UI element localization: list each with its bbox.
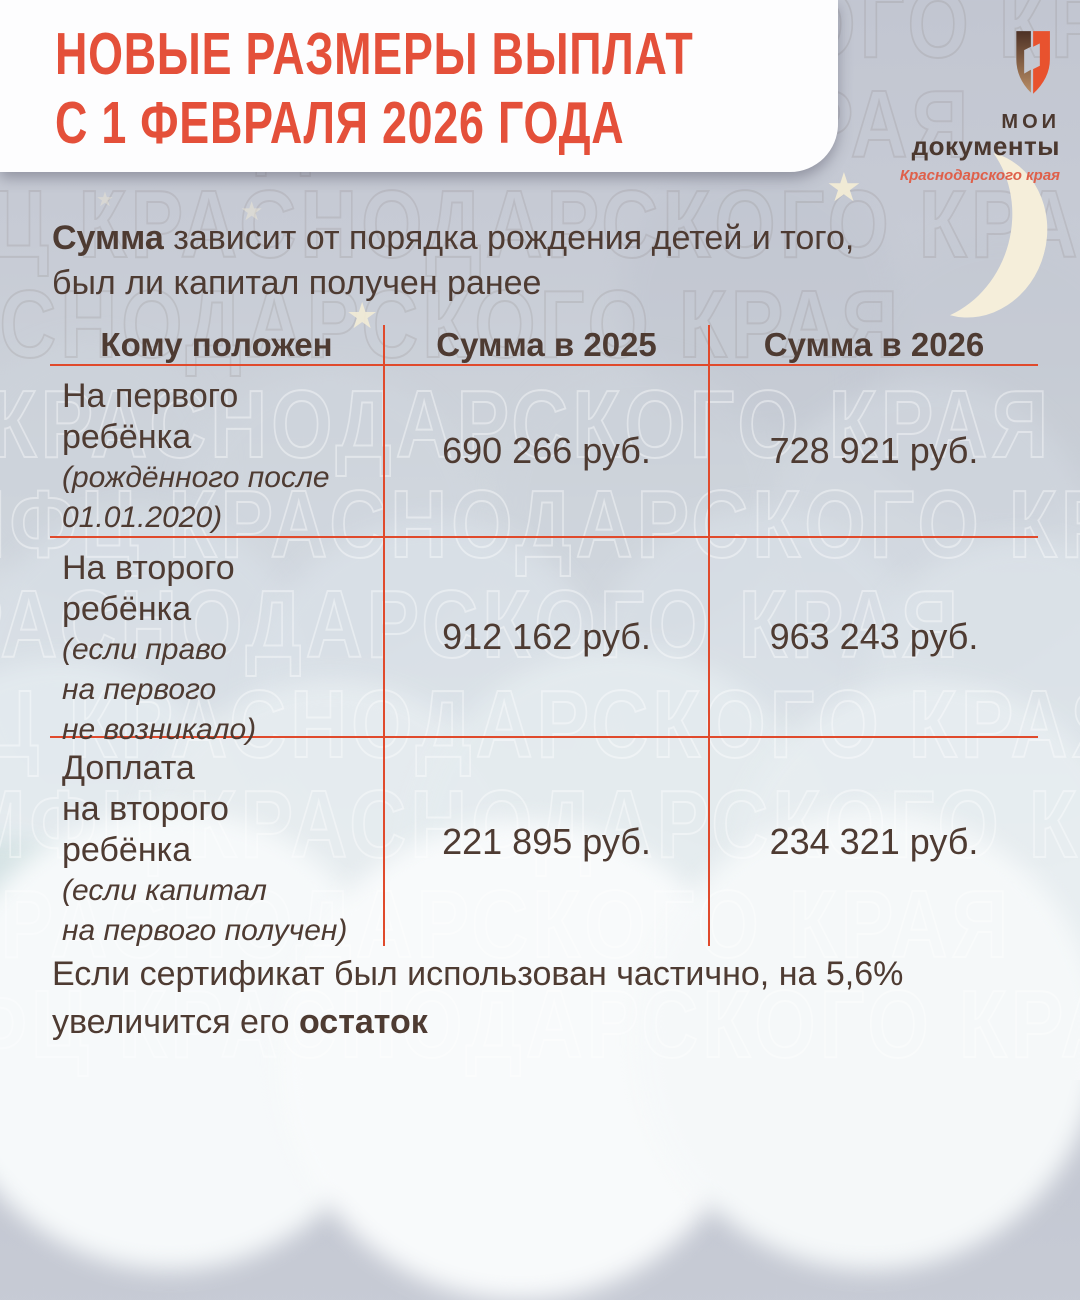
- row-recipient: На второго ребёнка (если право на первог…: [50, 538, 383, 746]
- logo-region: Краснодарского края: [899, 167, 1060, 184]
- payments-table: Кому положен Сумма в 2025 Сумма в 2026 Н…: [50, 325, 1038, 947]
- intro-line2: был ли капитал получен ранее: [52, 264, 542, 302]
- intro-text: Сумма зависит от порядка рождения детей …: [52, 216, 854, 306]
- row-label: На первого ребёнка: [62, 377, 239, 456]
- row-sum-2026: 963 243 руб.: [708, 538, 1038, 738]
- row-sum-2026: 728 921 руб.: [708, 366, 1038, 538]
- star-icon: ★: [240, 196, 264, 226]
- row-sum-2025: 690 266 руб.: [383, 366, 708, 538]
- crescent-moon-icon: [876, 134, 1066, 340]
- title-line-2: С 1 ФЕВРАЛЯ 2026 ГОДА: [55, 90, 625, 156]
- intro-line1: зависит от порядка рождения детей и того…: [173, 219, 855, 257]
- title-banner: НОВЫЕ РАЗМЕРЫ ВЫПЛАТ С 1 ФЕВРАЛЯ 2026 ГО…: [0, 0, 838, 172]
- row-sum-2025: 912 162 руб.: [383, 538, 708, 738]
- intro-bold: Сумма: [52, 219, 164, 257]
- footer-line2: увеличится его: [52, 1003, 290, 1041]
- col-header-sum-2026: Сумма в 2026: [708, 325, 1038, 366]
- row-label: На второго ребёнка: [62, 549, 235, 628]
- star-icon: ★: [826, 166, 862, 210]
- star-icon: ★: [96, 189, 114, 211]
- logo-brand-line1: МОИ: [1001, 111, 1060, 133]
- footer-bold: остаток: [298, 1003, 428, 1041]
- page-title: НОВЫЕ РАЗМЕРЫ ВЫПЛАТ С 1 ФЕВРАЛЯ 2026 ГО…: [55, 20, 895, 158]
- infographic-poster: { "poster": { "title": { "line1": "НОВЫЕ…: [0, 0, 1080, 1160]
- row-label: Доплата на второго ребёнка: [62, 749, 229, 869]
- row-note: (рождённого после 01.01.2020): [62, 461, 330, 534]
- footer-note: Если сертификат был использован частично…: [52, 950, 903, 1046]
- col-header-sum-2025: Сумма в 2025: [383, 325, 708, 366]
- logo-brand-line2: документы: [911, 131, 1060, 161]
- row-note: (если капитал на первого получен): [62, 874, 348, 947]
- col-header-recipient: Кому положен: [50, 325, 383, 366]
- shield-logo-icon: [1004, 26, 1060, 105]
- row-recipient: На первого ребёнка (рождённого после 01.…: [50, 366, 383, 538]
- title-line-1: НОВЫЕ РАЗМЕРЫ ВЫПЛАТ: [55, 21, 694, 87]
- row-recipient: Доплата на второго ребёнка (если капитал…: [50, 738, 383, 947]
- star-icon: ★: [346, 295, 379, 336]
- row-note: (если право на первого не возникало): [62, 633, 257, 746]
- row-sum-2026: 234 321 руб.: [708, 738, 1038, 946]
- row-sum-2025: 221 895 руб.: [383, 738, 708, 946]
- footer-line1: Если сертификат был использован частично…: [52, 955, 904, 993]
- moi-dokumenty-logo: МОИ документы Краснодарского края: [900, 26, 1060, 184]
